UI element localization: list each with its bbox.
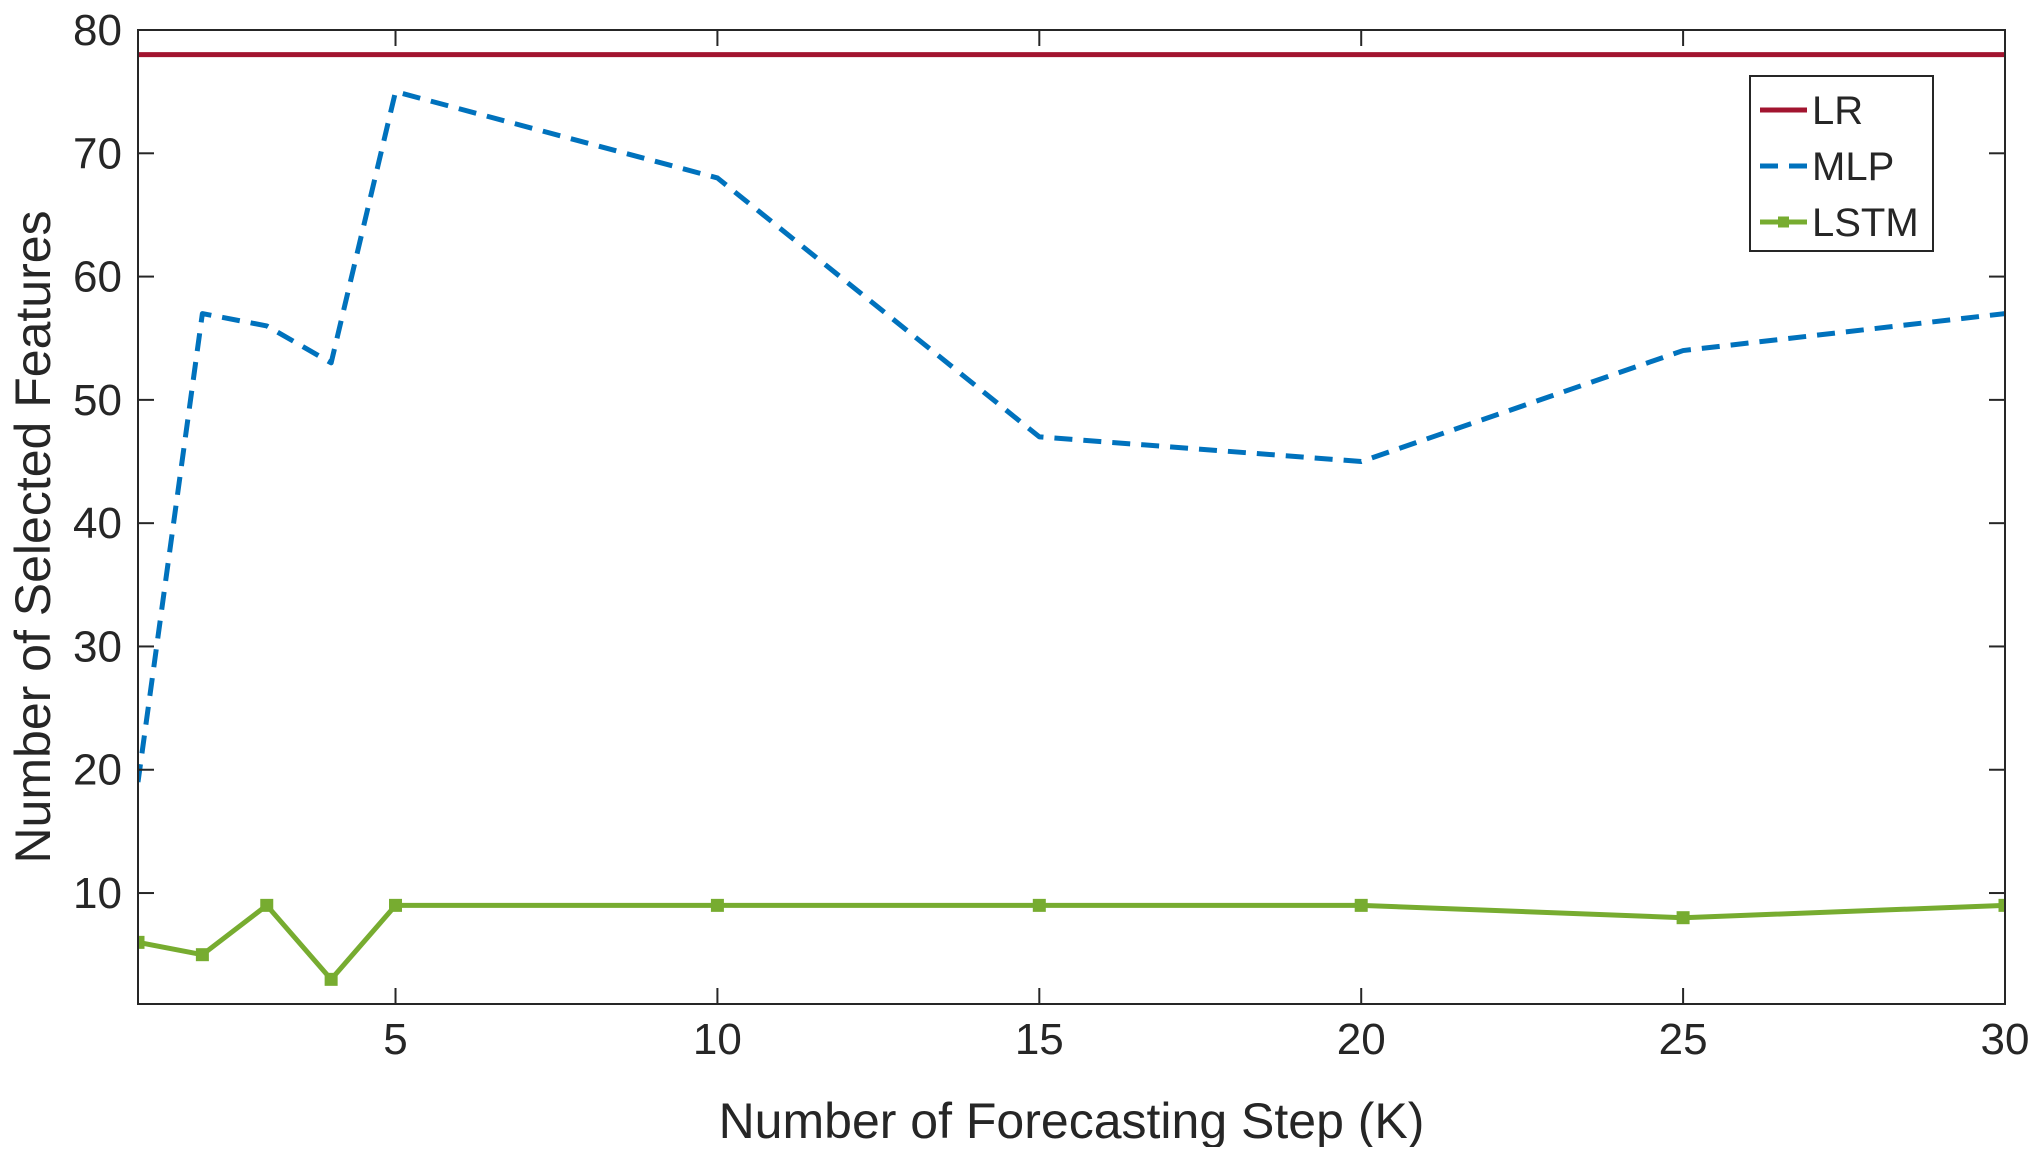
axes: 5 10 15 20 25 30 10 20 30 40 50 60 70 80 Number of For… xyxy=(5,6,2030,1149)
y-tick-label: 50 xyxy=(73,376,122,425)
series-line-mlp xyxy=(138,89,2005,783)
data-point-lstm xyxy=(324,972,338,986)
legend: LR MLP LSTM xyxy=(1749,75,1934,252)
y-tick-label: 10 xyxy=(73,869,122,918)
x-tick-label: 10 xyxy=(693,1015,742,1064)
series-line-lstm xyxy=(138,902,2005,982)
series-layer xyxy=(138,52,2005,986)
y-tick-label: 20 xyxy=(73,746,122,795)
data-point-lstm xyxy=(389,898,403,912)
data-point-lstm xyxy=(1676,911,1690,925)
y-axis-label: Number of Selected Features xyxy=(5,210,61,863)
x-tick-label: 30 xyxy=(1981,1015,2030,1064)
x-tick-label: 5 xyxy=(383,1015,407,1064)
data-point-lstm xyxy=(1032,898,1046,912)
data-point-lstm xyxy=(138,935,145,949)
legend-marker-lstm xyxy=(1778,216,1789,228)
y-tick-label: 40 xyxy=(73,499,122,548)
x-tick-label: 15 xyxy=(1015,1015,1064,1064)
x-tick-label: 25 xyxy=(1659,1015,1708,1064)
plot-frame xyxy=(137,29,2006,1005)
y-tick-label: 80 xyxy=(73,6,122,55)
data-point-lstm xyxy=(195,948,209,962)
data-point-lstm xyxy=(710,898,724,912)
y-tick-label: 70 xyxy=(73,129,122,178)
data-point-lstm xyxy=(1998,898,2005,912)
legend-label-lstm: LSTM xyxy=(1812,201,1919,245)
legend-label-mlp: MLP xyxy=(1812,145,1894,189)
legend-label-lr: LR xyxy=(1812,89,1863,133)
data-point-lstm xyxy=(260,898,274,912)
x-axis-label: Number of Forecasting Step (K) xyxy=(719,1093,1425,1147)
x-tick-label: 20 xyxy=(1337,1015,1386,1064)
data-point-lstm xyxy=(1354,898,1368,912)
y-tick-label: 60 xyxy=(73,253,122,302)
y-tick-label: 30 xyxy=(73,622,122,671)
